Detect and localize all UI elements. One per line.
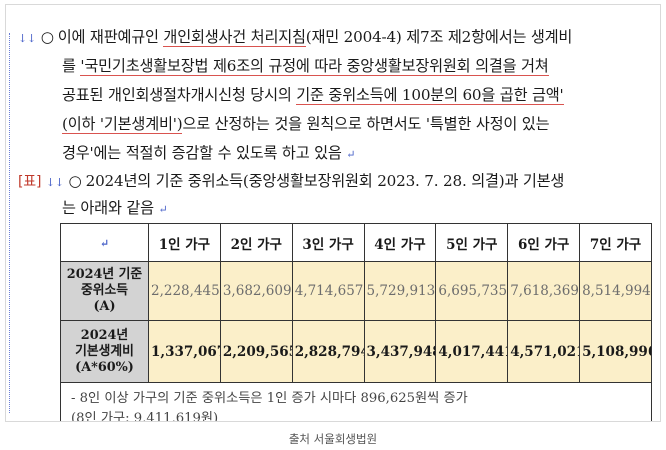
- table-header-row: ↵ 1인 가구 2인 가구 3인 가구 4인 가구 5인 가구 6인 가구 7인…: [60, 223, 652, 262]
- paragraph-1-line-5: 경우'에는 적절히 증감할 수 있도록 하고 있음 ↵: [62, 143, 356, 165]
- underlined-text: (이하 '기본생계비'): [62, 115, 183, 134]
- value-cell: 7,618,369: [507, 261, 581, 321]
- text-run: 공표된 개인회생절차개시신청 당시의: [62, 86, 297, 104]
- value-cell: 8,514,994: [579, 261, 652, 321]
- table-note-row: - 8인 이상 가구의 기준 중위소득은 1인 증가 시마다 896,625원씩…: [60, 382, 652, 422]
- header-cell: 6인 가구: [507, 223, 581, 262]
- value-cell: 1,337,067: [148, 320, 221, 383]
- value-cell: 5,729,913: [363, 261, 437, 321]
- header-cell: 1인 가구: [148, 223, 221, 262]
- underlined-text: '국민기초생활보장법 제6조의 규정에 따라 중앙생활보장위원회 의결을 거쳐: [80, 57, 549, 76]
- value-cell: 4,714,657: [291, 261, 365, 321]
- value-cell: 2,828,794: [291, 320, 365, 383]
- row-header-line: 2024년: [80, 327, 129, 343]
- note-line: - 8인 이상 가구의 기준 중위소득은 1인 증가 시마다 896,625원씩…: [71, 391, 468, 406]
- text-run: 으로 산정하는 것을 원칙으로 하면서도 '특별한 사정이 있는: [182, 115, 550, 133]
- image-caption: 출처 서울회생법원: [288, 432, 378, 446]
- value-cell: 5,108,996: [579, 320, 652, 383]
- header-cell: 2인 가구: [219, 223, 293, 262]
- circle-bullet: ○: [68, 172, 82, 190]
- paragraph-1-line-2: 를 '국민기초생활보장법 제6조의 규정에 따라 중앙생활보장위원회 의결을 거…: [62, 56, 549, 76]
- row-header-line: 기본생계비: [75, 343, 134, 359]
- row-header-living-expense: 2024년 기본생계비 (A*60%): [60, 320, 149, 383]
- paragraph-mark: ↵: [99, 236, 110, 250]
- row-header-line: 2024년 기준: [66, 267, 143, 282]
- text-run: 경우'에는 적절히 증감할 수 있도록 하고 있음: [62, 144, 342, 162]
- row-header-line: (A): [93, 299, 116, 314]
- paragraph-mark: ↵: [346, 148, 356, 161]
- paragraph-2-line-2: 는 아래와 같음 ↵: [62, 198, 168, 220]
- row-header-median-income: 2024년 기준 중위소득 (A): [60, 261, 149, 321]
- header-cell: 4인 가구: [363, 223, 437, 262]
- value-cell: 2,209,565: [219, 320, 293, 383]
- table-label: [표]: [18, 174, 42, 190]
- value-cell: 3,437,948: [363, 320, 437, 383]
- tab-marker: ↓↓: [18, 32, 37, 45]
- text-run: 2024년의 기준 중위소득(중앙생활보장위원회 2023. 7. 28. 의결…: [85, 172, 565, 190]
- margin-guide: [9, 33, 20, 413]
- text-run: 이에 재판예규인: [57, 28, 164, 46]
- value-cell: 4,571,021: [507, 320, 581, 383]
- header-cell: 7인 가구: [579, 223, 652, 262]
- value-cell: 6,695,735: [435, 261, 509, 321]
- table-corner-cell: ↵: [60, 223, 149, 262]
- paragraph-2-line-1: [표] ↓↓ ○ 2024년의 기준 중위소득(중앙생활보장위원회 2023. 7…: [18, 171, 564, 193]
- header-cell: 3인 가구: [291, 223, 365, 262]
- value-cell: 2,228,445: [148, 261, 221, 321]
- note-line: (8인 가구: 9,411,619원): [71, 411, 219, 422]
- paragraph-mark: ↵: [158, 203, 168, 216]
- text-run: (재민 2004-4) 제7조 제2항에서는 생계비: [305, 28, 573, 46]
- paragraph-1-line-1: ↓↓ ○ 이에 재판예규인 개인회생사건 처리지침(재민 2004-4) 제7조 …: [18, 27, 572, 49]
- paragraph-1-line-3: 공표된 개인회생절차개시신청 당시의 기준 중위소득에 100분의 60을 곱한…: [62, 85, 564, 105]
- text-run: 는 아래와 같음: [62, 199, 154, 217]
- document-frame: ↓↓ ○ 이에 재판예규인 개인회생사건 처리지침(재민 2004-4) 제7조 …: [5, 4, 661, 422]
- tab-marker: ↓↓: [45, 176, 64, 189]
- header-cell: 5인 가구: [435, 223, 509, 262]
- value-cell: 3,682,609: [219, 261, 293, 321]
- median-income-table: ↵ 1인 가구 2인 가구 3인 가구 4인 가구 5인 가구 6인 가구 7인…: [60, 223, 652, 422]
- circle-bullet: ○: [40, 28, 54, 46]
- table-note-cell: - 8인 이상 가구의 기준 중위소득은 1인 증가 시마다 896,625원씩…: [60, 382, 652, 422]
- underlined-text: 개인회생사건 처리지침: [163, 28, 306, 47]
- value-cell: 4,017,441: [435, 320, 509, 383]
- table-row-median-income: 2024년 기준 중위소득 (A) 2,228,445 3,682,609 4,…: [60, 261, 652, 321]
- underlined-text: 기준 중위소득에 100분의 60을 곱한 금액': [296, 86, 564, 105]
- text-run: 를: [62, 57, 81, 75]
- row-header-line: 중위소득: [80, 283, 129, 298]
- table-row-living-expense: 2024년 기본생계비 (A*60%) 1,337,067 2,209,565 …: [60, 320, 652, 383]
- row-header-line: (A*60%): [75, 359, 134, 375]
- paragraph-1-line-4: (이하 '기본생계비')으로 산정하는 것을 원칙으로 하면서도 '특별한 사정…: [62, 114, 550, 134]
